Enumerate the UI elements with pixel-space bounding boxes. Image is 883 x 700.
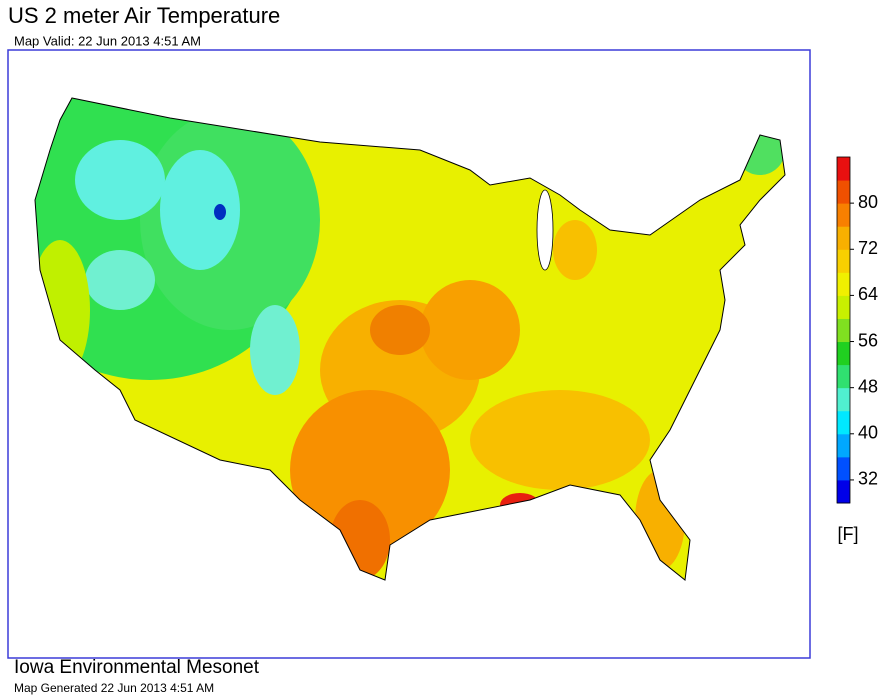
colorbar-swatch (837, 272, 850, 296)
colorbar-swatch (837, 456, 850, 481)
colorbar-swatch (837, 295, 850, 319)
subtitle: Map Valid: 22 Jun 2013 4:51 AM (14, 33, 201, 48)
title: US 2 meter Air Temperature (8, 3, 280, 28)
colorbar-tick-label: 56 (858, 330, 878, 350)
colorbar-tick-label: 48 (858, 376, 878, 396)
colorbar-tick-label: 64 (858, 284, 878, 304)
temperature-field (35, 98, 785, 580)
colorbar-swatch (837, 318, 850, 343)
colorbar-swatch (837, 364, 850, 389)
colorbar-frame (836, 156, 851, 504)
colorbar-swatch (837, 249, 850, 273)
colorbar: 32 40 48 56 64 72 80 (836, 156, 878, 504)
colorbar-tick-label: 32 (858, 469, 878, 489)
unit-label: [F] (838, 524, 859, 544)
colorbar-swatch (837, 226, 850, 250)
colorbar-swatch (837, 433, 850, 458)
lake-michigan (536, 189, 554, 271)
colorbar-tick-label: 72 (858, 238, 878, 258)
footer-generated: Map Generated 22 Jun 2013 4:51 AM (14, 681, 214, 695)
colorbar-tick-label: 40 (858, 423, 878, 443)
colorbar-tick-label: 80 (858, 192, 878, 212)
us-outline (34, 97, 786, 581)
colorbar-swatch (837, 410, 850, 435)
colorbar-swatch (837, 157, 850, 181)
colorbar-swatch (837, 203, 850, 227)
footer-org: Iowa Environmental Mesonet (14, 657, 260, 678)
colorbar-swatch (837, 479, 850, 504)
colorbar-swatch (837, 387, 850, 412)
map-frame (7, 49, 811, 659)
colorbar-swatch (837, 180, 850, 204)
colorbar-swatch (837, 341, 850, 366)
